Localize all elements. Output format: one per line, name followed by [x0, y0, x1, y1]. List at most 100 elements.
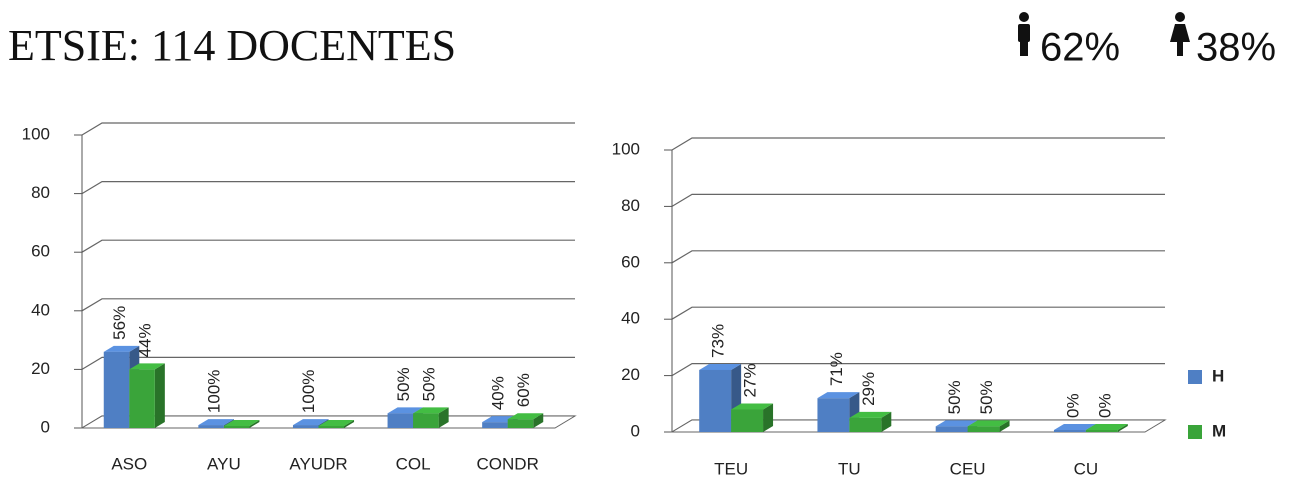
x-tick-label: CU [1074, 459, 1099, 478]
y-tick-label: 20 [31, 359, 50, 378]
legend-label: M [1212, 421, 1226, 440]
x-tick-label: ASO [111, 454, 147, 473]
bar-top [1053, 424, 1096, 430]
bar [1053, 430, 1086, 432]
bar-top [849, 411, 892, 418]
value-label: 0% [1063, 393, 1082, 418]
page-title: ETSIE: 114 DOCENTES [8, 21, 456, 70]
y-tick-label: 20 [621, 365, 640, 384]
bar-top [967, 420, 1010, 427]
value-label: 40% [488, 376, 507, 410]
bar-top [935, 420, 978, 427]
value-label: 56% [110, 306, 129, 340]
x-tick-label: CONDR [477, 454, 539, 473]
grid-line [81, 239, 575, 253]
bar [223, 426, 250, 428]
y-tick-label: 40 [31, 300, 50, 319]
value-label: 0% [1095, 393, 1114, 418]
grid-line [81, 181, 575, 195]
value-label: 73% [709, 324, 728, 358]
bar [103, 351, 130, 428]
y-tick-label: 0 [631, 421, 640, 440]
bar [699, 369, 732, 432]
bar [482, 422, 508, 428]
female-share: 38% [1196, 26, 1276, 70]
bar-top [413, 407, 449, 414]
legend-swatch [1188, 425, 1202, 439]
bar-side [154, 363, 165, 428]
bar [387, 413, 414, 428]
bar-top [223, 420, 260, 426]
grid-line [81, 356, 575, 370]
bar [967, 426, 1000, 432]
grid-line [81, 298, 575, 312]
value-label: 100% [299, 370, 318, 413]
female-icon [1170, 12, 1190, 56]
grid-line [671, 363, 1165, 377]
y-tick-label: 100 [22, 124, 50, 143]
bar [198, 425, 224, 428]
y-tick-label: 60 [31, 242, 50, 261]
bar-top [699, 363, 742, 370]
y-tick-label: 80 [621, 196, 640, 215]
bar-top [198, 419, 234, 426]
legend-label: H [1212, 366, 1224, 385]
bar [817, 398, 850, 432]
value-label: 50% [945, 380, 964, 414]
grid-line [671, 306, 1165, 320]
bar-side [999, 420, 1010, 432]
value-label: 27% [741, 363, 760, 397]
x-tick-label: TU [838, 459, 861, 478]
grid-line [81, 122, 575, 136]
bar [413, 413, 439, 428]
bar-top [103, 345, 140, 352]
grid-line [671, 250, 1165, 264]
value-label: 50% [394, 367, 413, 401]
value-label: 50% [419, 367, 438, 401]
bar-side [763, 403, 774, 432]
value-label: 29% [859, 372, 878, 406]
y-tick-label: 100 [612, 139, 640, 158]
bar [849, 417, 882, 432]
bar-top [387, 407, 424, 414]
bar-top [507, 413, 544, 420]
bar [507, 419, 534, 428]
y-tick-label: 60 [621, 252, 640, 271]
x-tick-label: AYU [207, 454, 241, 473]
x-tick-label: TEU [714, 459, 748, 478]
grid-line [671, 193, 1165, 207]
bar-top [817, 392, 860, 399]
bar [129, 369, 155, 428]
bar-side [438, 407, 449, 428]
value-label: 60% [514, 373, 533, 407]
x-tick-label: AYUDR [289, 454, 347, 473]
bar-side [881, 411, 892, 432]
value-label: 44% [136, 323, 155, 357]
bar-side [249, 420, 260, 428]
bar-side [533, 413, 544, 428]
bar-top [731, 403, 774, 410]
y-tick-label: 40 [621, 309, 640, 328]
bar-top [129, 363, 165, 370]
bar [1085, 430, 1118, 432]
bar-side [344, 420, 355, 428]
x-tick-label: COL [396, 454, 431, 473]
bar-side [1117, 424, 1128, 432]
value-label: 50% [977, 380, 996, 414]
bar-top [1085, 424, 1128, 430]
y-tick-label: 80 [31, 183, 50, 202]
value-label: 71% [827, 352, 846, 386]
x-tick-label: CEU [950, 459, 986, 478]
grid-line [671, 137, 1165, 151]
bar [292, 425, 319, 428]
legend-swatch [1188, 370, 1202, 384]
bar-top [318, 420, 355, 426]
bar [318, 426, 345, 428]
male-share: 62% [1040, 26, 1120, 70]
value-label: 100% [205, 370, 224, 413]
bar-top [292, 419, 329, 426]
male-icon [1018, 12, 1030, 56]
bar [935, 426, 968, 432]
bar [731, 409, 764, 432]
